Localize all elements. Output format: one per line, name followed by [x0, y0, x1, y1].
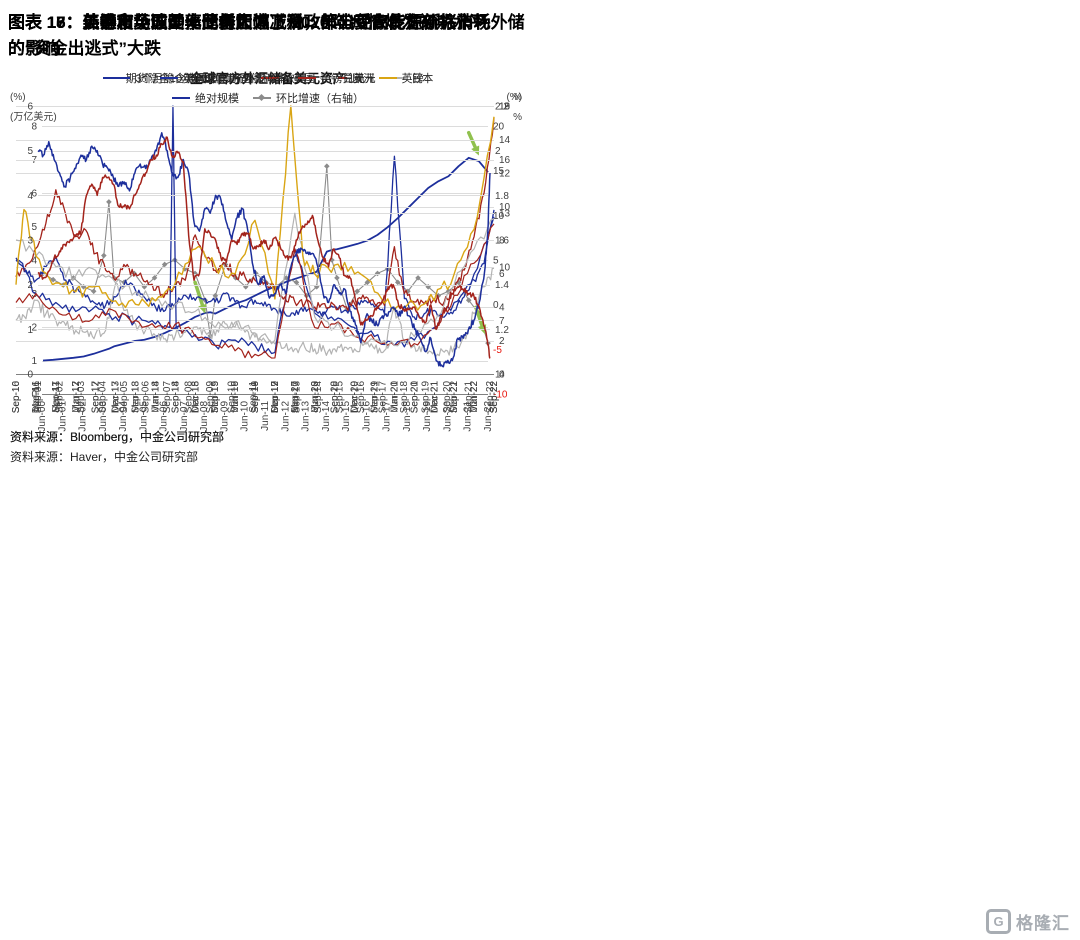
figure-18-section: 图表 18：英镑和英国国债此前因为减税政策出现仅传在新兴市场的“资金出逃式”大跌… — [0, 0, 540, 470]
legend-item: 欧洲 — [329, 70, 374, 86]
legend-swatch — [319, 77, 338, 79]
gelonghui-logo-icon: G — [986, 909, 1011, 934]
figure-17-legend: 3个月隐含波动率: 美元 欧元 日元 英镑 — [8, 68, 528, 88]
legend-item: 日元 — [319, 70, 365, 86]
figure-18-chart-canvas — [8, 88, 524, 420]
figure-15-source: 资料来源：Haver，中金公司研究部 — [10, 450, 199, 464]
figure-16-legend: 期货隐含10年期国债3个月波动率: 美国 欧洲 日本 — [8, 68, 528, 88]
figure-18-legend: 英国10年期国债利率 英镑兑美元 — [8, 68, 528, 88]
legend-item: 欧元 — [260, 70, 306, 86]
legend-item: 英镑兑美元 — [297, 70, 376, 86]
legend-item: 3个月隐含波动率: 美元 — [112, 70, 247, 86]
legend-swatch — [102, 77, 121, 79]
legend-label: 3个月隐含波动率: 美元 — [135, 73, 247, 85]
legend-item: 日本 — [388, 70, 433, 86]
figure-18-header: 图表 18：英镑和英国国债此前因为减税政策出现仅传在新兴市场的“资金出逃式”大跌 — [8, 13, 491, 59]
legend-item: 英国10年期国债利率 — [160, 70, 284, 86]
gelonghui-logo-text: 格隆汇 — [1016, 914, 1070, 933]
legend-item: 期货隐含10年期国债3个月波动率: 美国 — [102, 70, 316, 86]
legend-swatch — [329, 77, 348, 79]
figure-16-header: 图表 16：债券市场波动率已经超过了 2020 年疫情爆发初期水平 — [8, 13, 487, 32]
gelonghui-logo: G 格隆汇 — [986, 909, 1070, 934]
legend-label: 日元 — [342, 73, 365, 85]
legend-label: 英镑 — [401, 73, 424, 85]
legend-swatch — [112, 77, 131, 79]
legend-label: 英镑兑美元 — [320, 73, 376, 85]
legend-label: 日本 — [411, 73, 434, 85]
legend-swatch — [297, 77, 316, 79]
figure-17-source: 资料来源：Bloomberg，中金公司研究部 — [10, 430, 225, 444]
figure-16-source: 资料来源：Bloomberg，中金公司研究部 — [10, 430, 225, 444]
legend-swatch — [388, 77, 407, 79]
legend-swatch — [378, 77, 397, 79]
legend-swatch — [260, 77, 279, 79]
legend-label: 英国10年期国债利率 — [183, 73, 284, 85]
legend-label: 期货隐含10年期国债3个月波动率: 美国 — [125, 73, 316, 85]
legend-swatch — [160, 77, 179, 79]
legend-label: 欧元 — [283, 73, 306, 85]
legend-label: 欧洲 — [352, 73, 375, 85]
figure-18-source: 资料来源：Bloomberg，中金公司研究部 — [10, 430, 225, 444]
figure-15-header: 图表 15：二季度全球美元储备加速下滑，部分受高能源价格消耗外储的影响 — [8, 13, 525, 59]
legend-item: 英镑 — [378, 70, 424, 86]
figure-17-header: 图表 17：外汇市场波动率同样大幅上升 — [8, 13, 304, 32]
